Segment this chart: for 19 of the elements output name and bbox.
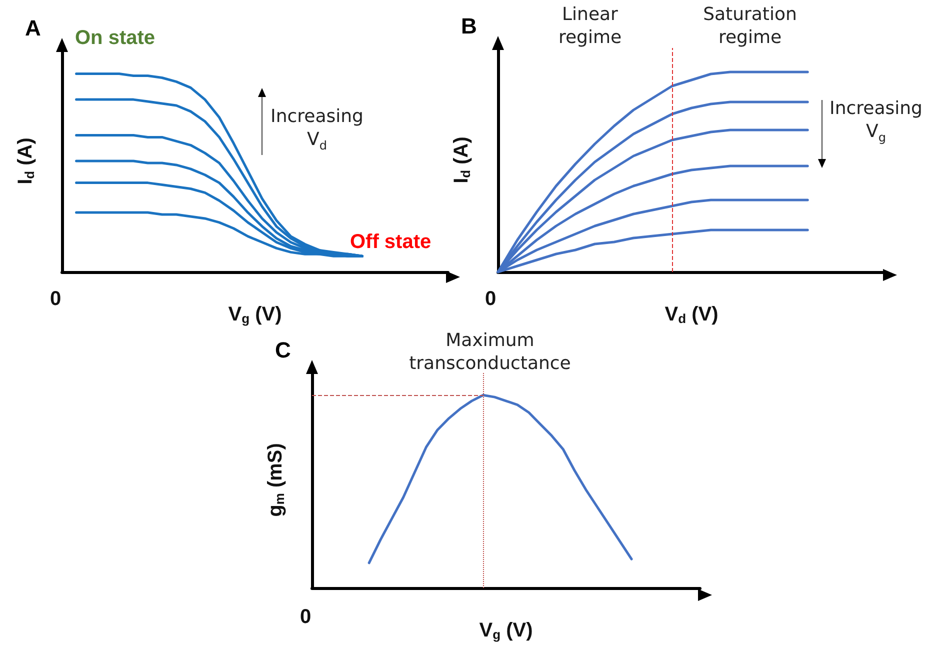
y-axis-title: Id (A) [450,136,473,184]
chart-title: C [275,338,291,362]
annotation: Increasing V$_{d}$ [270,106,364,154]
x-axis-title: Vg (V) [479,620,533,642]
text: 0 [50,287,62,312]
y-axis-title: Id (A) [14,138,37,184]
text: Linear regime [557,4,623,49]
x-axis-title: Vg (V) [228,304,282,326]
annotation: Off state [350,230,432,255]
chart-title: B [461,14,477,38]
text: 0 [300,605,312,630]
y-axis-title: gm (mS) [264,443,287,517]
chart-title: A [25,16,41,40]
text: On state [75,26,156,51]
annotation: Increasing V$_{g}$ [828,98,924,146]
text: Maximum transconductance [408,330,572,375]
text: Saturation regime [702,4,798,49]
x-axis-title: Vd (V) [664,304,718,326]
text: 0 [485,287,496,312]
